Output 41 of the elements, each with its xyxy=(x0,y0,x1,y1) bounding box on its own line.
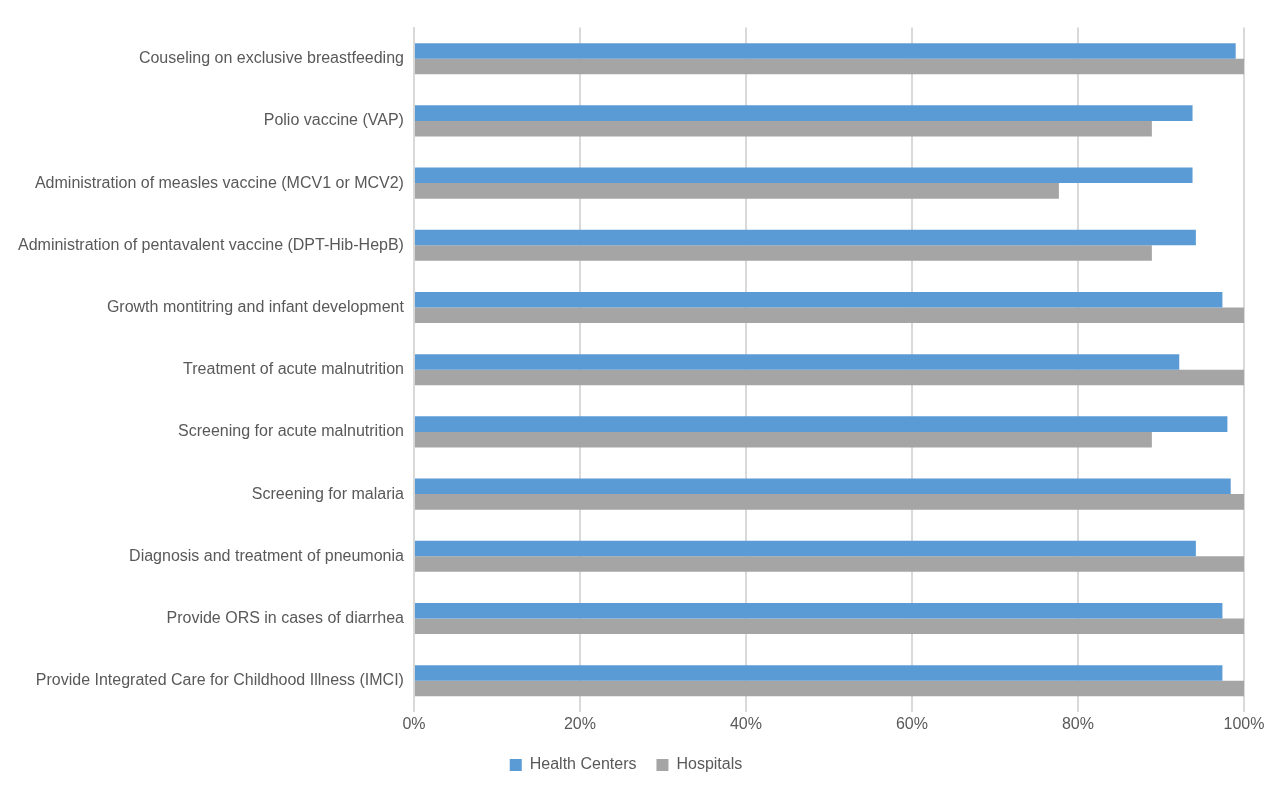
y-tick-label: Screening for malaria xyxy=(251,484,405,502)
bar xyxy=(414,120,1152,137)
bar xyxy=(414,291,1223,308)
bar xyxy=(414,183,1059,199)
y-tick-label: Provide ORS in cases of diarrhea xyxy=(166,608,405,626)
x-tick-label: 100% xyxy=(1223,714,1265,732)
y-tick-label: Couseling on exclusive breastfeeding xyxy=(138,49,404,67)
bar xyxy=(414,618,1244,635)
bar xyxy=(414,245,1152,261)
y-tick-label: Growth montitring and infant development xyxy=(106,297,405,315)
bar xyxy=(414,307,1244,324)
y-tick-label: Screening for acute malnutrition xyxy=(178,422,404,440)
bar xyxy=(414,478,1231,495)
bar xyxy=(414,354,1180,370)
y-tick-label: Polio vaccine (VAP) xyxy=(263,111,404,129)
bar xyxy=(414,602,1223,619)
bar xyxy=(414,105,1193,121)
x-tick-label: 20% xyxy=(563,714,596,732)
bar xyxy=(414,665,1223,681)
bar xyxy=(414,369,1244,386)
bar xyxy=(414,680,1244,697)
legend-label: Hospitals xyxy=(676,755,743,773)
bar xyxy=(414,494,1244,510)
bar xyxy=(414,58,1244,75)
y-tick-label: Treatment of acute malnutrition xyxy=(183,360,404,378)
legend-label: Health Centers xyxy=(529,755,637,773)
y-tick-label: Diagnosis and treatment of pneumonia xyxy=(129,546,405,564)
y-tick-label: Provide Integrated Care for Childhood Illness (IMCI) xyxy=(35,671,404,689)
bar xyxy=(414,167,1193,184)
bar xyxy=(414,43,1236,59)
x-tick-label: 0% xyxy=(402,714,426,732)
x-tick-label: 60% xyxy=(895,714,928,732)
x-tick-label: 40% xyxy=(729,714,762,732)
bar xyxy=(414,540,1196,557)
y-tick-label: Administration of pentavalent vaccine (DPT-Hib-HepB) xyxy=(17,235,404,253)
bar xyxy=(414,229,1196,246)
bar xyxy=(414,431,1152,448)
y-tick-label: Administration of measles vaccine (MCV1 or MCV2) xyxy=(34,173,404,191)
bar xyxy=(414,416,1228,432)
x-tick-label: 80% xyxy=(1061,714,1094,732)
bar xyxy=(414,556,1244,572)
